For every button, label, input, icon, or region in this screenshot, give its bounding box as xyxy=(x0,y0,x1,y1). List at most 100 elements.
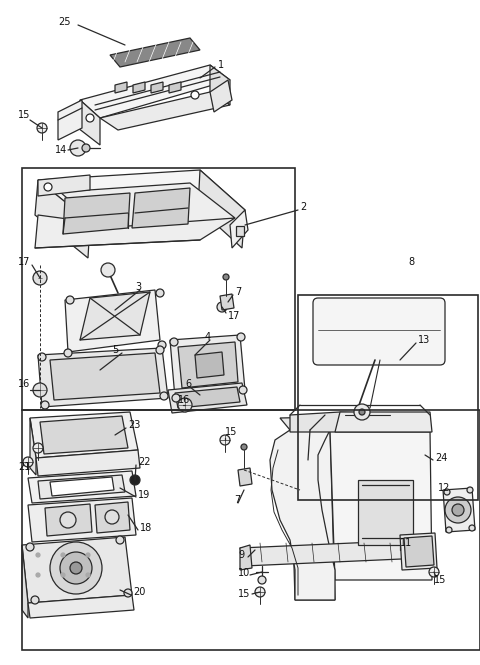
Circle shape xyxy=(33,383,47,397)
Circle shape xyxy=(66,296,74,304)
Polygon shape xyxy=(80,292,150,340)
Circle shape xyxy=(86,553,90,557)
Polygon shape xyxy=(195,352,224,378)
Text: 17: 17 xyxy=(228,311,240,321)
Polygon shape xyxy=(110,38,200,67)
Circle shape xyxy=(44,183,52,191)
Text: 20: 20 xyxy=(133,587,145,597)
Polygon shape xyxy=(290,430,335,600)
Polygon shape xyxy=(178,342,238,388)
Circle shape xyxy=(444,489,450,495)
Text: 7: 7 xyxy=(235,287,241,297)
Text: 23: 23 xyxy=(128,420,140,430)
Polygon shape xyxy=(45,504,92,536)
Circle shape xyxy=(255,587,265,597)
Circle shape xyxy=(239,386,247,394)
Circle shape xyxy=(130,475,140,485)
Polygon shape xyxy=(50,477,114,496)
Circle shape xyxy=(60,512,76,528)
Circle shape xyxy=(156,346,164,354)
Circle shape xyxy=(23,457,33,467)
Circle shape xyxy=(220,435,230,445)
Circle shape xyxy=(426,347,438,359)
Text: 15: 15 xyxy=(434,575,446,585)
Polygon shape xyxy=(28,595,134,618)
Polygon shape xyxy=(60,183,235,228)
Polygon shape xyxy=(280,415,430,430)
Circle shape xyxy=(467,487,473,493)
Text: 5: 5 xyxy=(112,345,118,355)
Circle shape xyxy=(70,140,86,156)
Polygon shape xyxy=(30,412,138,458)
Polygon shape xyxy=(238,468,252,486)
Circle shape xyxy=(64,349,72,357)
Polygon shape xyxy=(335,412,432,432)
Circle shape xyxy=(33,443,43,453)
Circle shape xyxy=(446,527,452,533)
Polygon shape xyxy=(80,65,230,118)
Circle shape xyxy=(86,573,90,577)
Circle shape xyxy=(60,552,92,584)
Polygon shape xyxy=(115,82,127,93)
Circle shape xyxy=(61,573,65,577)
Circle shape xyxy=(101,263,115,277)
Circle shape xyxy=(31,596,39,604)
Text: 15: 15 xyxy=(18,110,30,120)
Polygon shape xyxy=(240,540,424,566)
Polygon shape xyxy=(230,210,248,248)
Circle shape xyxy=(445,497,471,523)
Text: 1: 1 xyxy=(218,60,224,70)
Polygon shape xyxy=(58,100,82,140)
Circle shape xyxy=(158,341,166,349)
Text: 9: 9 xyxy=(238,550,244,560)
Circle shape xyxy=(217,302,227,312)
Polygon shape xyxy=(320,305,438,358)
Circle shape xyxy=(354,404,370,420)
Text: 19: 19 xyxy=(138,490,150,500)
Polygon shape xyxy=(78,100,100,145)
Polygon shape xyxy=(170,335,245,398)
Circle shape xyxy=(36,573,40,577)
Circle shape xyxy=(237,333,245,341)
Circle shape xyxy=(429,567,439,577)
Polygon shape xyxy=(50,353,160,400)
Text: 16: 16 xyxy=(18,379,30,389)
Polygon shape xyxy=(35,180,90,258)
Circle shape xyxy=(191,91,199,99)
Text: 25: 25 xyxy=(58,17,71,27)
Polygon shape xyxy=(28,498,136,542)
Bar xyxy=(358,480,413,545)
Circle shape xyxy=(156,289,164,297)
Polygon shape xyxy=(38,348,168,407)
Circle shape xyxy=(37,123,47,133)
Polygon shape xyxy=(35,215,235,248)
Text: 16: 16 xyxy=(178,395,190,405)
Circle shape xyxy=(172,394,180,402)
Bar xyxy=(22,410,480,650)
Polygon shape xyxy=(169,82,181,93)
Polygon shape xyxy=(210,65,230,105)
Text: 6: 6 xyxy=(185,379,191,389)
Polygon shape xyxy=(65,290,160,352)
Polygon shape xyxy=(330,430,432,580)
Text: 8: 8 xyxy=(408,257,414,267)
Polygon shape xyxy=(38,475,125,499)
Text: 11: 11 xyxy=(400,538,412,548)
Circle shape xyxy=(426,304,438,316)
Polygon shape xyxy=(290,412,430,432)
Circle shape xyxy=(170,338,178,346)
Text: 2: 2 xyxy=(300,202,306,212)
Polygon shape xyxy=(168,383,247,413)
Bar xyxy=(298,295,478,500)
Circle shape xyxy=(105,510,119,524)
Text: 22: 22 xyxy=(138,457,151,467)
Polygon shape xyxy=(240,545,252,570)
FancyBboxPatch shape xyxy=(313,298,445,365)
Circle shape xyxy=(469,525,475,531)
Text: 10: 10 xyxy=(238,568,250,578)
Circle shape xyxy=(116,536,124,544)
Polygon shape xyxy=(22,537,132,603)
Circle shape xyxy=(26,543,34,551)
Text: 12: 12 xyxy=(438,483,450,493)
Circle shape xyxy=(258,576,266,584)
